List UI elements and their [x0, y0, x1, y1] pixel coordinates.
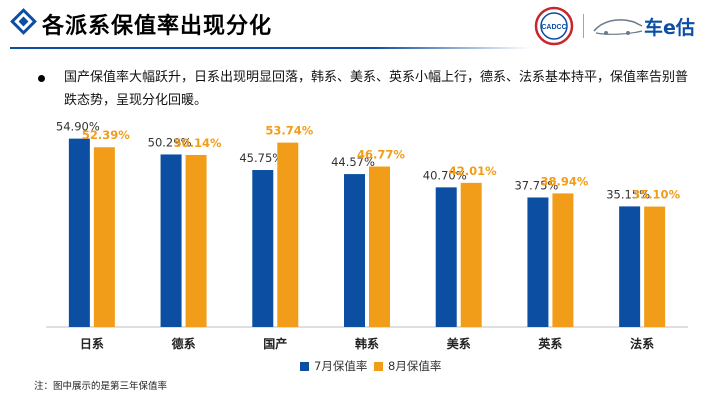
- x-tick-label-0: 日系: [80, 336, 104, 351]
- summary-text: 国产保值率大幅跃升，日系出现明显回落，韩系、美系、英系小幅上行，德系、法系基本持…: [64, 70, 689, 108]
- x-tick-label-6: 法系: [630, 336, 654, 351]
- data-label-july-2: 45.75%: [239, 151, 283, 165]
- data-label-july-0: 54.90%: [56, 120, 100, 134]
- x-tick-label-2: 国产: [263, 336, 287, 351]
- x-tick-label-1: 德系: [172, 336, 196, 351]
- x-tick-label-3: 韩系: [355, 336, 379, 351]
- x-tick-label-4: 美系: [447, 336, 471, 351]
- data-label-july-6: 35.15%: [606, 187, 650, 201]
- title-underline: [10, 47, 530, 49]
- data-label-august-4: 42.01%: [449, 164, 497, 178]
- bar-august-6: [644, 206, 666, 327]
- data-label-july-3: 44.57%: [331, 155, 375, 169]
- data-label-august-1: 50.14%: [174, 136, 222, 150]
- bar-july-2: [252, 170, 274, 327]
- footnote: 注：图中展示的是第三年保值率: [34, 381, 168, 392]
- bar-august-1: [185, 154, 207, 327]
- legend-label-july: 7月保值率: [314, 359, 368, 373]
- data-label-august-2: 53.74%: [265, 124, 313, 138]
- chegu-brand-name: 车e估: [644, 17, 695, 39]
- legend-swatch-august: [374, 362, 383, 371]
- bar-august-5: [552, 193, 574, 327]
- data-label-august-5: 38.94%: [540, 174, 588, 188]
- page-title: 各派系保值率出现分化: [42, 14, 273, 39]
- car-logo-icon: [593, 19, 643, 35]
- data-label-july-4: 40.70%: [423, 168, 467, 182]
- bar-july-1: [160, 154, 182, 327]
- data-label-july-5: 37.75%: [514, 178, 558, 192]
- legend-swatch-july: [300, 362, 309, 371]
- bar-july-5: [527, 197, 549, 327]
- data-label-august-3: 46.77%: [357, 148, 405, 162]
- data-label-august-0: 52.39%: [82, 128, 130, 142]
- logo-divider: [583, 14, 584, 38]
- bar-july-6: [619, 206, 641, 327]
- title-bar: 各派系保值率出现分化 CADCC 车e估: [0, 0, 720, 52]
- x-tick-label-5: 英系: [538, 336, 562, 351]
- bar-july-0: [68, 138, 90, 327]
- bar-july-3: [344, 174, 365, 327]
- data-label-july-1: 50.29%: [148, 135, 192, 149]
- bar-august-4: [460, 182, 482, 327]
- data-label-august-6: 35.10%: [632, 188, 680, 202]
- legend-label-august: 8月保值率: [388, 359, 442, 373]
- bar-july-4: [435, 187, 457, 327]
- bullet-dot-icon: [38, 75, 45, 82]
- bar-august-3: [369, 166, 390, 327]
- bar-august-2: [277, 142, 299, 327]
- cadcc-logo-text: CADCC: [541, 24, 566, 31]
- bar-august-0: [93, 147, 115, 327]
- cadcc-logo-icon: CADCC: [534, 6, 574, 46]
